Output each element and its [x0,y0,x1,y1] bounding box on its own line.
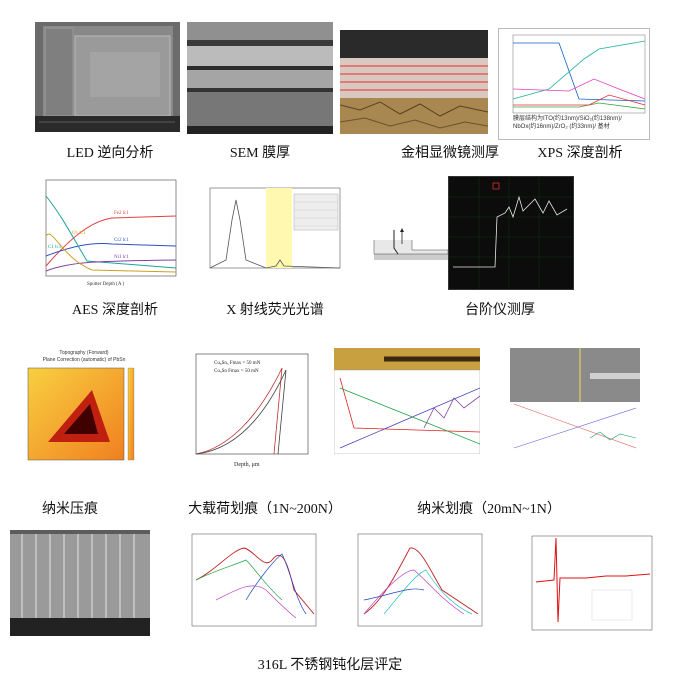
load-depth-chart: Cu₆Sn₅ Fmax = 50 mN Cu₃Sn Fmax = 50 mN D… [178,348,312,472]
sem-film-image [187,22,333,134]
aes-peak-o: O1 lc1 [72,231,86,236]
aes-peak-c: C1 lc1 [48,245,62,250]
steel-sem-image [10,530,150,636]
steel-xps-peak-2 [354,530,484,630]
load-legend-1: Cu₆Sn₅ Fmax = 50 mN [214,361,261,366]
steel-xps-peak-1 [186,530,318,630]
load-xlabel: Depth, μm [234,462,260,468]
caption-aes: AES 深度剖析 [72,303,158,318]
aes-peak-cr: Cr2 lc1 [114,238,129,243]
caption-metallo: 金相显微镜测厚 [401,146,499,161]
caption-profilometer: 台阶仪测厚 [465,303,535,318]
nanoindent-map: Topography (Forward) Plane Correction (a… [18,350,150,470]
caption-steel: 316L 不锈钢钝化层评定 [257,658,403,673]
caption-sem: SEM 膜厚 [229,146,291,161]
indent-title-2: Plane Correction (automatic) of PbSn [42,357,126,363]
profilometer-plot [448,176,574,290]
profilometer-image [372,180,450,280]
caption-scratch-nano: 纳米划痕（20mN~1N） [417,502,561,517]
caption-led: LED 逆向分析 [66,146,154,161]
caption-xrf: X 射线荧光光谱 [226,303,324,318]
indent-title-1: Topography (Forward) [59,350,109,356]
led-sem-image [35,22,180,132]
xrf-chart [196,180,346,290]
load-legend-2: Cu₃Sn Fmax = 50 mN [214,369,259,374]
large-scratch-image [334,348,480,454]
xps-note-2: NbOx(约16nm)/ZrO₂ (约33nm)/ 基材 [513,124,610,130]
steel-polarization-chart [526,532,656,638]
caption-nanoindent: 纳米压痕 [42,502,98,517]
caption-scratch-large: 大载荷划痕（1N~200N） [188,502,342,517]
nano-scratch-image [510,348,640,454]
aes-peak-fe: Fe2 lc1 [114,211,129,216]
xps-note-1: 膜层结构为ITO(约13nm)/SiO₂(约138nm)/ [513,116,622,122]
xps-chart: 膜层结构为ITO(约13nm)/SiO₂(约138nm)/ NbOx(约16nm… [498,28,650,140]
metallograph-image [340,30,488,134]
aes-peak-ni: Ni1 lc1 [114,255,129,260]
caption-xps: XPS 深度剖析 [537,146,623,161]
aes-chart: Fe2 lc1 Cr2 lc1 O1 lc1 Ni1 lc1 C1 lc1 Sp… [32,176,180,288]
aes-xlabel: Sputter Depth (A ) [87,282,124,287]
